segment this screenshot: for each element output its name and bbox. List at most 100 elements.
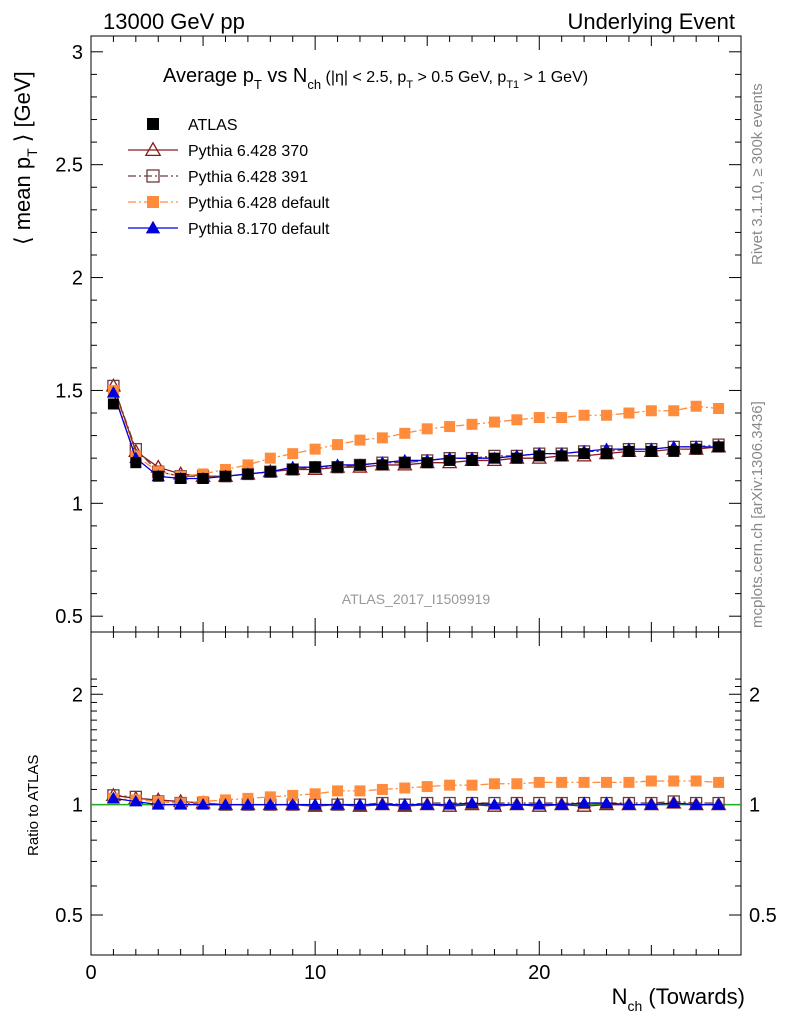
series-p8_default [106,791,726,810]
point-p8_default [308,798,322,810]
point-p6_default [309,788,321,800]
y-tick-label-main: 1 [72,493,83,515]
legend-label: Pythia 6.428 370 [188,143,308,160]
legend-label: Pythia 6.428 default [188,195,330,212]
point-p8_default [398,798,412,810]
point-p6_default [242,459,254,471]
legend-item-p8_default: Pythia 8.170 default [128,220,330,238]
point-p6_default [488,778,500,790]
point-p6_default [623,407,635,419]
point-p6_default [421,781,433,793]
point-p8_default [622,798,636,810]
point-atlas [488,452,500,464]
point-p8_default [196,798,210,810]
point-p6_default [466,418,478,430]
y-axis-label-upper: ⟨ mean pT ⟩ [GeV] [10,71,40,245]
point-p8_default [667,796,681,808]
point-p6_default [421,423,433,435]
point-atlas [601,448,613,460]
point-atlas [645,445,657,457]
point-p6_default [264,452,276,464]
y-tick-label-ratio-left: 2 [72,684,83,706]
point-p6_default [713,403,725,414]
point-p6_default [399,427,411,439]
point-p6_default [376,432,388,444]
legend-marker [144,141,162,157]
point-atlas [444,454,456,466]
point-atlas [376,459,388,471]
y-tick-label-main: 0.5 [55,606,83,628]
legend-marker [147,118,159,130]
y-tick-label-ratio-left: 0.5 [55,905,83,927]
point-p8_default [106,791,121,804]
header-right: Underlying Event [567,9,735,34]
point-p8_default [263,798,277,810]
point-atlas [556,450,568,462]
legend-item-p6_370: Pythia 6.428 370 [128,141,308,160]
point-p6_default [264,791,276,803]
legend-marker [146,169,160,183]
series-atlas [107,398,725,484]
point-atlas [264,466,276,478]
point-p6_default [219,463,231,475]
series-line-p6_default [113,780,719,804]
point-p8_default [286,798,300,810]
point-atlas [668,445,680,457]
point-p8_default [129,794,143,807]
point-p8_default [241,798,255,810]
point-p6_default [309,443,321,455]
point-p6_default [556,412,568,424]
point-atlas [332,461,344,473]
point-p8_default [174,798,188,810]
point-atlas [175,472,187,484]
point-atlas [242,468,254,480]
point-p8_default [420,798,434,810]
point-p6_default [690,400,702,412]
ratio-series [105,775,727,812]
point-p8_default [487,798,502,810]
point-atlas [466,454,478,466]
ratio-panel-frame [90,631,742,956]
x-tick-label: 0 [85,962,96,984]
point-p6_default [332,439,344,451]
point-p8_default [555,798,569,810]
point-atlas [690,443,702,455]
legend-label: Pythia 6.428 391 [188,169,308,186]
point-atlas [713,441,725,453]
legend-item-p6_default: Pythia 6.428 default [128,195,330,212]
x-axis-label: Nch (Towards) [612,984,745,1014]
point-p6_default [376,783,388,795]
point-p6_default [332,785,344,797]
point-p8_default [510,798,524,810]
y-tick-label-ratio-right: 2 [749,684,760,706]
legend-marker [145,220,161,234]
mcplots-label: mcplots.cern.ch [arXiv:1306.3436] [749,401,766,628]
main-series [105,378,727,484]
point-p8_default [106,386,121,398]
point-p6_default [488,416,500,428]
point-p8_default [465,796,479,808]
point-p6_default [578,776,590,788]
x-tick-label: 20 [528,962,550,984]
point-p6_default [668,775,680,787]
point-p8_default [218,798,233,810]
point-p6_default [668,405,680,417]
point-p6_default [645,405,657,417]
point-atlas [533,450,545,462]
point-p6_default [601,776,613,788]
legend-label: Pythia 8.170 default [188,221,330,238]
analysis-watermark: ATLAS_2017_I1509919 [342,591,491,607]
point-atlas [152,470,164,482]
point-p6_default [444,779,456,791]
point-p8_default [330,798,345,810]
series-line-p6_default [112,390,719,477]
point-p6_default [399,782,411,794]
point-p8_default [443,798,457,810]
point-atlas [511,452,523,464]
point-atlas [309,461,321,473]
point-p8_default [689,798,703,810]
series-line-p6_391 [112,385,719,477]
x-tick-label: 10 [304,962,326,984]
point-atlas [421,457,433,469]
